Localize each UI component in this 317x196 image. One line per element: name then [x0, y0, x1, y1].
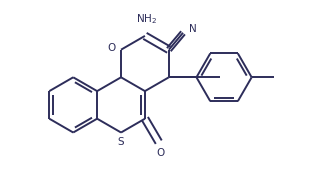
Text: N: N	[189, 24, 197, 34]
Text: O: O	[108, 43, 116, 53]
Text: O: O	[157, 148, 165, 158]
Text: S: S	[118, 137, 124, 147]
Text: NH$_2$: NH$_2$	[136, 12, 158, 26]
